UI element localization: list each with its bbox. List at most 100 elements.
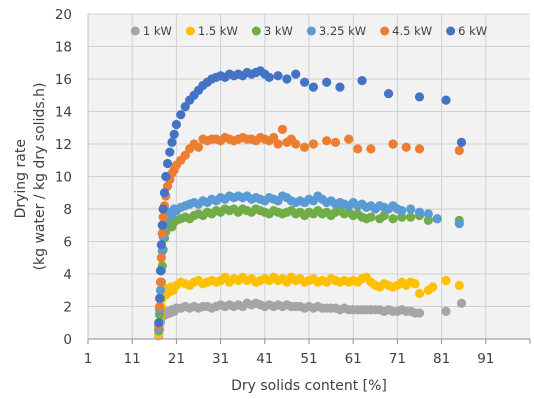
- x-axis-title: Dry solids content [%]: [231, 378, 387, 394]
- legend-marker: [251, 26, 261, 36]
- y-axis-title-line-1: Drying rate: [13, 139, 29, 218]
- data-point: [406, 204, 416, 214]
- data-point: [456, 298, 467, 308]
- data-point: [454, 145, 464, 156]
- legend-marker: [130, 26, 140, 36]
- data-point: [414, 288, 425, 299]
- legend-item: 6 kW: [446, 24, 487, 38]
- data-point: [335, 82, 345, 92]
- data-point: [273, 139, 283, 149]
- y-tick-label: 6: [63, 235, 72, 251]
- legend-label: 6 kW: [458, 24, 487, 38]
- data-point: [161, 171, 171, 182]
- data-point: [428, 282, 438, 292]
- data-point: [299, 142, 310, 152]
- x-tick-label: 11: [124, 351, 141, 367]
- data-point: [414, 207, 425, 217]
- data-point: [414, 144, 425, 154]
- data-point: [366, 212, 376, 222]
- x-tick-label: 31: [212, 351, 229, 367]
- data-point: [397, 212, 407, 222]
- data-point: [423, 209, 433, 219]
- data-point: [454, 219, 464, 229]
- data-point: [353, 144, 363, 154]
- data-point: [158, 204, 168, 214]
- data-point: [277, 124, 288, 134]
- data-point: [193, 142, 204, 152]
- x-tick-label: 81: [433, 351, 450, 367]
- x-tick-label: 1: [84, 351, 93, 367]
- legend-marker: [306, 26, 316, 36]
- y-tick-label: 8: [63, 202, 72, 218]
- y-tick-label: 0: [63, 332, 72, 348]
- y-axis-title: Drying rate (kg water / kg dry solids.h): [13, 83, 48, 271]
- legend-marker: [380, 26, 390, 36]
- data-point: [299, 77, 310, 87]
- x-tick-label: 41: [256, 351, 273, 367]
- legend-label: 3 kW: [264, 24, 293, 38]
- y-tick-label: 4: [63, 267, 72, 283]
- data-point: [441, 306, 451, 316]
- data-point: [454, 280, 464, 290]
- series-group: [154, 66, 467, 328]
- data-point: [154, 318, 164, 328]
- legend-label: 3.25 kW: [319, 24, 366, 38]
- data-point: [180, 102, 190, 112]
- data-point: [159, 188, 170, 198]
- data-point: [366, 144, 376, 154]
- data-point: [157, 220, 167, 230]
- data-point: [169, 129, 179, 139]
- data-point: [423, 215, 433, 225]
- data-point: [165, 147, 175, 157]
- series-group: [154, 272, 464, 339]
- data-point: [158, 212, 168, 222]
- data-point: [410, 279, 420, 289]
- data-point: [282, 74, 292, 84]
- y-tick-label: 12: [55, 137, 72, 153]
- legend-marker: [185, 26, 195, 36]
- legend-label: 1 kW: [143, 24, 172, 38]
- data-point: [406, 212, 416, 222]
- data-point: [157, 228, 167, 238]
- data-point: [357, 76, 367, 86]
- data-point: [432, 214, 442, 224]
- data-point: [308, 139, 319, 149]
- data-point: [155, 293, 165, 303]
- y-tick-label: 16: [55, 72, 72, 88]
- data-point: [273, 71, 283, 81]
- data-point: [441, 275, 451, 286]
- data-point: [167, 137, 177, 147]
- x-tick-label: 71: [389, 351, 406, 367]
- data-point: [379, 210, 389, 221]
- data-point: [156, 253, 166, 263]
- x-tick-label: 51: [300, 351, 317, 367]
- data-point: [456, 137, 467, 147]
- y-tick-label: 14: [55, 105, 72, 121]
- data-point: [414, 92, 425, 102]
- data-point: [180, 150, 190, 160]
- legend-item: 3 kW: [251, 24, 293, 38]
- data-point: [322, 136, 332, 146]
- data-point: [155, 301, 165, 312]
- y-tick-label: 18: [55, 40, 72, 56]
- legend-item: 1 kW: [130, 24, 172, 38]
- y-axis-title-line-2: (kg water / kg dry solids.h): [32, 83, 48, 271]
- y-tick-label: 20: [55, 7, 72, 23]
- x-tick-label: 91: [477, 351, 494, 367]
- legend-label: 4.5 kW: [392, 24, 432, 38]
- legend-label: 1.5 kW: [198, 24, 238, 38]
- data-point: [344, 134, 354, 144]
- data-point: [308, 82, 319, 92]
- data-point: [414, 308, 425, 318]
- data-point: [162, 158, 173, 169]
- data-point: [171, 119, 181, 130]
- data-point: [155, 266, 166, 276]
- legend-item: 4.5 kW: [380, 24, 432, 38]
- legend-item: 3.25 kW: [306, 24, 366, 38]
- y-tick-label: 2: [63, 300, 72, 316]
- data-point: [269, 132, 279, 143]
- legend: 1 kW 1.5 kW 3 kW 3.25 kW 4.5 kW 6 kW: [130, 24, 487, 38]
